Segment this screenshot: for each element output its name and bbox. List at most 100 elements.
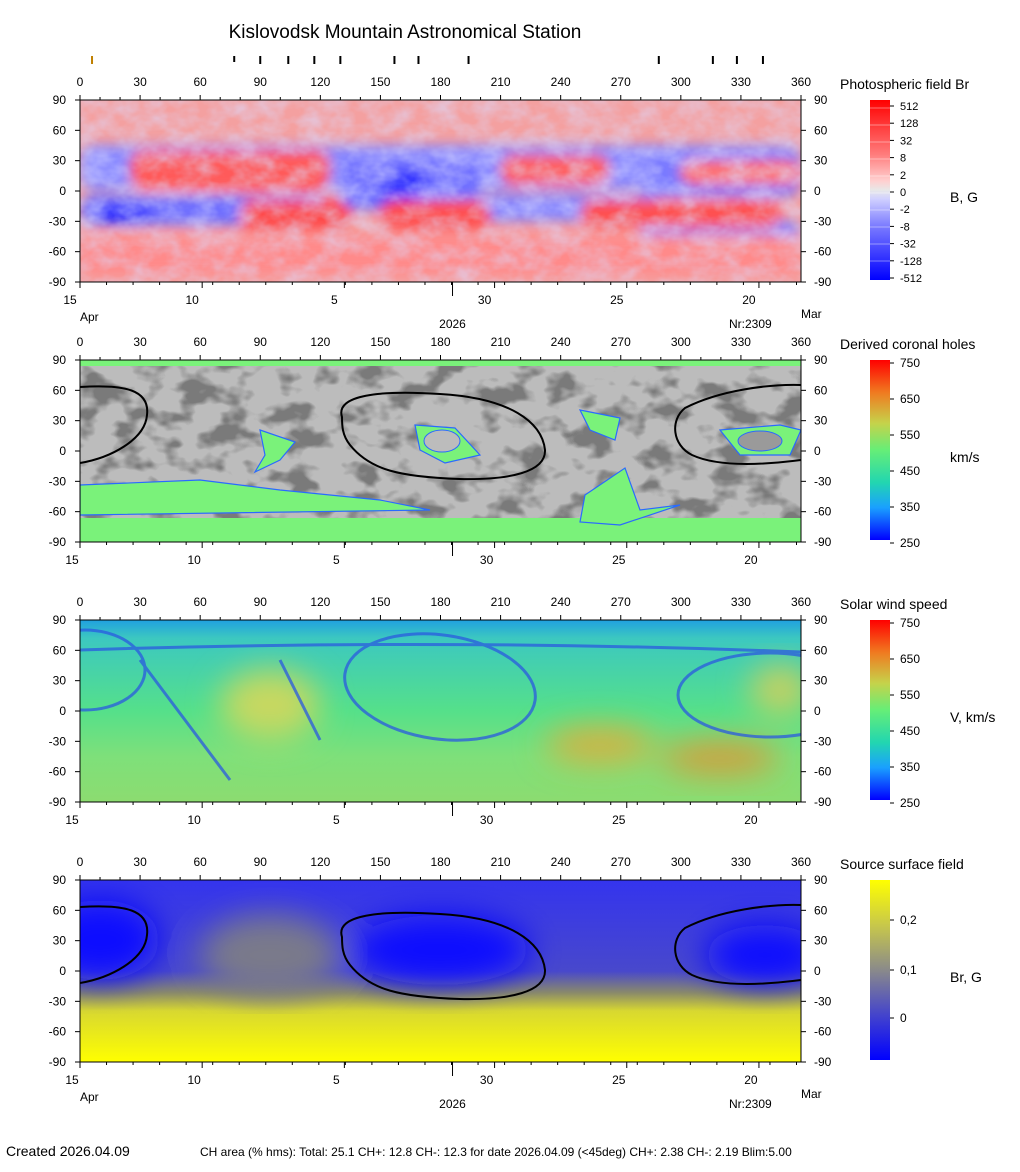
panel-title: Source surface field — [840, 856, 964, 872]
panel-title: Photospheric field Br — [840, 76, 970, 92]
y-tick-label-left: -60 — [49, 1025, 67, 1039]
y-tick-label-right: 0 — [814, 444, 821, 458]
colorbar-tick-label: 0 — [900, 187, 906, 199]
neutral-line — [674, 383, 801, 465]
date-tick-label: 25 — [612, 553, 626, 567]
colorbar-tick-label: 650 — [900, 652, 920, 666]
y-tick-label-right: 30 — [814, 414, 828, 428]
date-tick-label: 30 — [480, 813, 494, 827]
positive-field-region — [200, 915, 340, 995]
x-tick-label: 300 — [671, 595, 691, 609]
fast-wind-region — [220, 670, 320, 740]
x-tick-label: 180 — [430, 335, 450, 349]
y-tick-label-right: -90 — [814, 275, 832, 289]
colorbar-tick-label: 0,2 — [900, 913, 917, 927]
stream-boundary — [676, 651, 801, 739]
y-tick-label-left: -90 — [49, 535, 67, 549]
y-tick-label-left: 0 — [59, 444, 66, 458]
x-tick-label: 90 — [254, 595, 268, 609]
x-tick-label: 180 — [430, 595, 450, 609]
y-tick-label-left: 60 — [53, 903, 67, 917]
date-tick-label: 25 — [610, 293, 624, 307]
date-tick-label: 25 — [612, 813, 626, 827]
colorbar-tick-label: 250 — [900, 536, 920, 550]
y-tick-label-right: 90 — [814, 353, 828, 367]
x-tick-label: 360 — [791, 335, 811, 349]
coronal-hole — [579, 467, 681, 526]
y-tick-label-right: 60 — [814, 643, 828, 657]
y-tick-label-left: -90 — [49, 795, 67, 809]
y-tick-label-right: 60 — [814, 903, 828, 917]
south-polar-hole — [80, 518, 801, 542]
y-tick-label-right: -30 — [814, 734, 832, 748]
panel-source-surface — [79, 879, 802, 1063]
date-tick-label: 15 — [65, 813, 79, 827]
colorbar-tick-label: 2 — [900, 170, 906, 182]
slow-wind-boundaries — [80, 628, 801, 781]
colorbar-unit: B, G — [950, 189, 978, 205]
x-tick-label: 270 — [611, 335, 631, 349]
date-tick-label: 5 — [333, 553, 340, 567]
date-tick-label: 20 — [744, 1073, 758, 1087]
x-tick-label: 300 — [671, 335, 691, 349]
y-tick-label-right: -60 — [814, 765, 832, 779]
y-tick-label-right: -90 — [814, 535, 832, 549]
y-tick-label-right: -60 — [814, 505, 832, 519]
figure-title: Kislovodsk Mountain Astronomical Station — [229, 22, 582, 43]
x-tick-label: 30 — [133, 75, 147, 89]
date-tick-label: 5 — [333, 1073, 340, 1087]
x-tick-label: 180 — [430, 75, 450, 89]
neutral-lines — [80, 383, 801, 481]
y-tick-label-right: 90 — [814, 93, 828, 107]
date-tick-label: 10 — [187, 813, 201, 827]
y-tick-label-right: -30 — [814, 994, 832, 1008]
y-tick-label-right: -60 — [814, 1025, 832, 1039]
x-tick-label: 300 — [671, 855, 691, 869]
y-tick-label-right: 30 — [814, 674, 828, 688]
y-tick-label-right: -90 — [814, 1055, 832, 1069]
stream-boundary — [138, 659, 322, 781]
footer-stats: CH area (% hms): Total: 25.1 CH+: 12.8 C… — [200, 1145, 792, 1159]
year-label: 2026 — [439, 317, 466, 331]
y-tick-label-left: 90 — [53, 873, 67, 887]
x-tick-label: 60 — [193, 75, 207, 89]
date-tick-label: 20 — [742, 293, 756, 307]
y-tick-label-right: -30 — [814, 214, 832, 228]
fine-structure — [80, 100, 801, 282]
x-tick-label: 300 — [671, 75, 691, 89]
date-tick-label: 25 — [612, 1073, 626, 1087]
date-tick-label: 15 — [65, 553, 79, 567]
y-tick-label-left: -30 — [49, 734, 67, 748]
y-tick-label-left: 60 — [53, 383, 67, 397]
x-tick-label: 120 — [310, 855, 330, 869]
x-tick-label: 60 — [193, 595, 207, 609]
month-left-label: Apr — [80, 1090, 99, 1104]
date-tick-label: 10 — [185, 293, 199, 307]
y-tick-label-right: 90 — [814, 613, 828, 627]
colorbar-tick-label: 350 — [900, 760, 920, 774]
y-tick-label-right: -30 — [814, 474, 832, 488]
x-tick-label: 90 — [254, 855, 268, 869]
x-tick-label: 30 — [133, 595, 147, 609]
colorbar-tick-label: 750 — [900, 356, 920, 370]
panel-coronal-holes — [79, 359, 802, 543]
date-tick-label: 20 — [744, 813, 758, 827]
stream-boundary — [80, 628, 147, 712]
colorbar-unit: V, km/s — [950, 709, 995, 725]
y-tick-label-left: 90 — [53, 353, 67, 367]
x-tick-label: 180 — [430, 855, 450, 869]
panel-solar-wind — [79, 619, 802, 803]
colorbar-tick-label: 0 — [900, 1011, 907, 1025]
x-tick-label: 150 — [370, 855, 390, 869]
x-tick-label: 0 — [77, 75, 84, 89]
date-tick-label: 30 — [480, 553, 494, 567]
stream-boundary — [343, 632, 537, 742]
y-tick-label-left: -60 — [49, 505, 67, 519]
x-tick-label: 360 — [791, 595, 811, 609]
fast-wind-region — [660, 742, 780, 774]
y-tick-label-left: 0 — [59, 184, 66, 198]
y-tick-label-right: -90 — [814, 795, 832, 809]
month-right-label: Mar — [801, 307, 822, 321]
y-tick-label-left: 30 — [53, 154, 67, 168]
fast-wind-region — [545, 727, 655, 763]
